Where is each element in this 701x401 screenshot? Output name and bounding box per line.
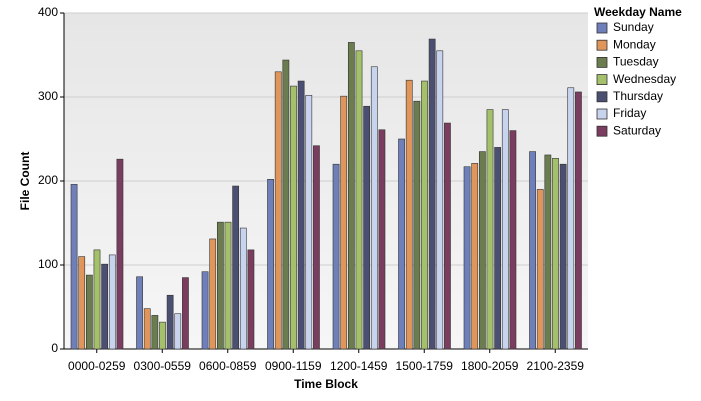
bar: [290, 85, 297, 350]
legend-label: Friday: [613, 106, 646, 120]
bar: [108, 254, 116, 350]
legend-swatch: [596, 22, 608, 34]
bar: [209, 238, 217, 350]
bar: [509, 130, 517, 350]
legend-label: Monday: [613, 37, 656, 51]
legend-swatch: [596, 74, 608, 85]
legend-swatch: [596, 39, 608, 51]
bar: [274, 71, 282, 350]
bar: [151, 315, 159, 350]
bar: [182, 277, 189, 350]
bar: [567, 87, 575, 350]
bar: [93, 249, 101, 350]
legend-swatch: [596, 57, 608, 68]
bar: [559, 163, 567, 350]
x-tick-label: 0300-0559: [134, 359, 192, 373]
bar: [355, 50, 363, 350]
bar: [494, 147, 502, 350]
bar: [544, 154, 552, 350]
bar: [471, 163, 479, 350]
legend-swatch: [596, 91, 608, 103]
bar: [297, 80, 305, 350]
bar: [363, 105, 371, 350]
legend-label: Sunday: [613, 20, 654, 34]
bar: [305, 95, 313, 350]
bar: [536, 189, 544, 350]
bar: [267, 179, 274, 350]
legend-label: Thursday: [613, 89, 663, 103]
bar: [313, 145, 320, 350]
bar: [70, 184, 78, 350]
bar: [501, 109, 509, 350]
bar: [166, 294, 174, 350]
bar: [436, 50, 444, 350]
bar: [428, 38, 436, 350]
x-tick-label: 2100-2359: [527, 359, 585, 373]
bar: [224, 221, 232, 350]
bar: [575, 91, 582, 350]
x-axis-title: Time Block: [294, 377, 358, 391]
bar: [529, 151, 536, 350]
bar: [421, 80, 428, 350]
bar: [136, 276, 143, 350]
y-tick-label: 200: [38, 173, 58, 187]
y-tick-label: 0: [51, 341, 58, 355]
bar: [201, 271, 209, 350]
bar: [239, 227, 247, 350]
legend-label: Tuesday: [613, 55, 659, 69]
x-tick-label: 1500-1759: [396, 359, 454, 373]
bar: [340, 95, 348, 350]
bar: [463, 166, 471, 350]
bar: [347, 42, 355, 350]
legend-label: Saturday: [613, 123, 661, 137]
x-tick-label: 1200-1459: [330, 359, 388, 373]
bar: [413, 100, 421, 350]
bar: [282, 59, 290, 350]
legend-label: Wednesday: [613, 72, 676, 86]
bar: [78, 256, 86, 350]
y-axis-title: File Count: [18, 152, 32, 211]
bar: [378, 129, 386, 350]
bar: [398, 138, 405, 350]
legend-swatch: [596, 108, 608, 120]
bar: [143, 308, 151, 350]
bar: [478, 151, 486, 350]
bar: [116, 158, 124, 350]
bar: [159, 321, 166, 350]
bar: [85, 274, 93, 350]
y-tick-label: 400: [38, 5, 58, 19]
y-tick-label: 100: [38, 257, 58, 271]
x-tick-label: 1800-2059: [461, 359, 519, 373]
bar: [101, 263, 109, 350]
bar: [332, 163, 340, 350]
legend-title: Weekday Name: [594, 5, 682, 19]
bar: [405, 79, 413, 350]
legend-swatch: [596, 125, 608, 137]
bar: [232, 185, 240, 350]
bar: [174, 313, 182, 350]
x-tick-label: 0000-0259: [68, 359, 126, 373]
bar: [216, 221, 224, 350]
y-tick-label: 300: [38, 89, 58, 103]
bar: [444, 122, 451, 350]
x-tick-label: 0900-1159: [265, 359, 322, 373]
bar: [552, 158, 559, 350]
bar: [486, 109, 494, 350]
bar: [247, 249, 255, 350]
bar: [370, 66, 378, 350]
x-tick-label: 0600-0859: [199, 359, 257, 373]
